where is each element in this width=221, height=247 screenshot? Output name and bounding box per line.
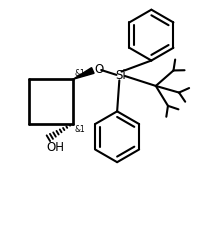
Text: Si: Si <box>115 69 126 82</box>
Text: O: O <box>94 63 103 76</box>
Text: OH: OH <box>46 141 64 154</box>
Text: &1: &1 <box>74 124 85 134</box>
Polygon shape <box>73 68 94 79</box>
Text: &1: &1 <box>74 68 85 78</box>
